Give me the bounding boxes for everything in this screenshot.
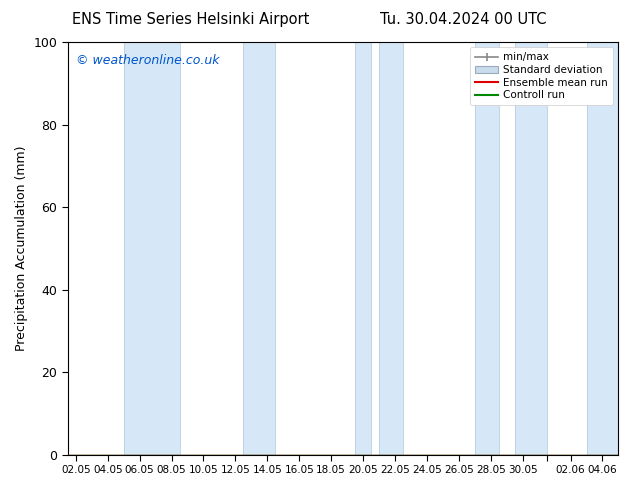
Bar (586, 42, 626, 455)
Legend: min/max, Standard deviation, Ensemble mean run, Controll run: min/max, Standard deviation, Ensemble me… (470, 47, 613, 105)
Bar (355, 42, 371, 455)
Text: Tu. 30.04.2024 00 UTC: Tu. 30.04.2024 00 UTC (380, 12, 546, 27)
Bar (124, 42, 179, 455)
Bar (475, 42, 499, 455)
Text: ENS Time Series Helsinki Airport: ENS Time Series Helsinki Airport (72, 12, 309, 27)
Bar (243, 42, 275, 455)
Y-axis label: Precipitation Accumulation (mm): Precipitation Accumulation (mm) (15, 146, 28, 351)
Bar (515, 42, 547, 455)
Bar (379, 42, 403, 455)
Text: © weatheronline.co.uk: © weatheronline.co.uk (76, 54, 219, 68)
